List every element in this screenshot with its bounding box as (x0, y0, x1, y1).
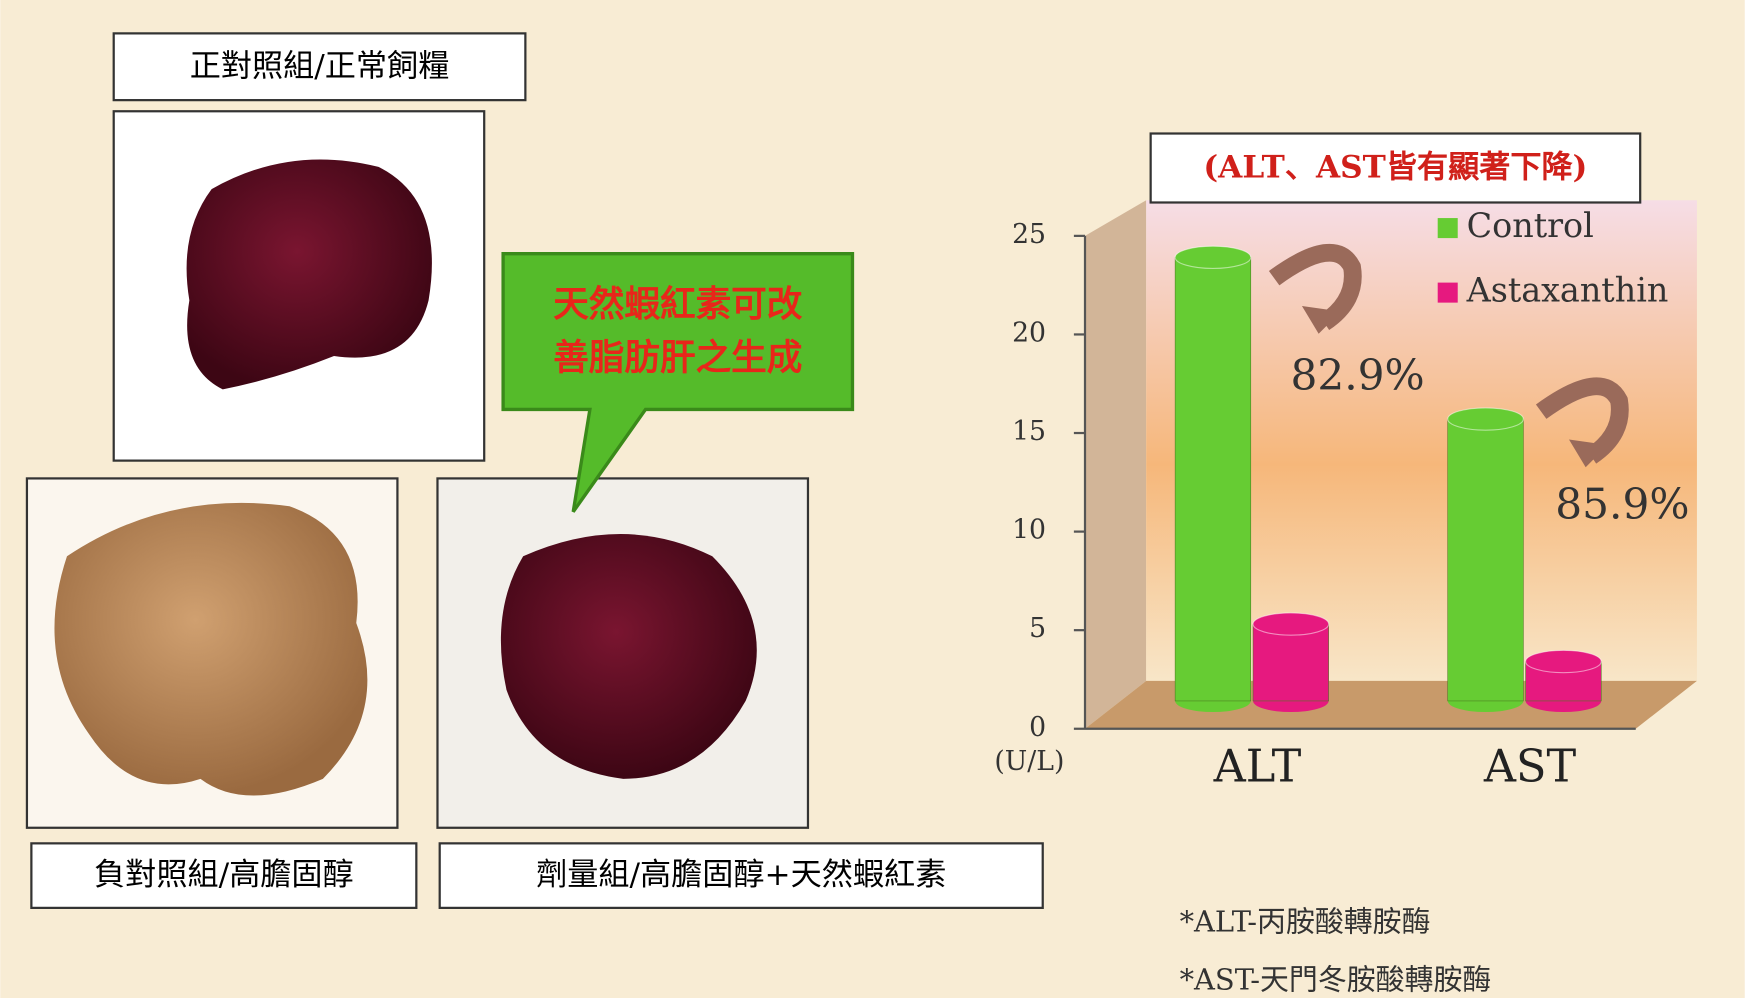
x-tick-label: AST (1483, 741, 1577, 792)
arrow (1268, 243, 1362, 331)
label-box (30, 842, 418, 909)
label-box (438, 842, 1044, 909)
y-tick-label: 25 (1012, 219, 1046, 250)
label: 正對照組/正常飼糧 (190, 48, 450, 84)
callout-text: 善脂肪肝之生成 (553, 337, 802, 378)
y-tick-label: 0 (1029, 712, 1046, 743)
liver (186, 159, 432, 390)
arrow-head (1568, 439, 1608, 468)
x-tick-label: ALT (1213, 741, 1302, 792)
y-axis-label: (U/L) (994, 746, 1064, 777)
arrow-head (1301, 305, 1341, 334)
bar-top (1447, 407, 1524, 431)
title-box (1149, 132, 1642, 204)
bar (1174, 257, 1252, 702)
label: 負對照組/高膽固醇 (94, 857, 354, 893)
bar-top (1252, 612, 1330, 636)
arrow (1535, 377, 1629, 464)
bar (1447, 418, 1524, 702)
callout-text: 天然蝦紅素可改 (553, 284, 803, 325)
footnote: *ALT-丙胺酸轉胺酶 (1180, 904, 1431, 938)
legend-swatch (1437, 218, 1458, 239)
annotation: 82.9% (1290, 350, 1424, 399)
y-tick-label: 20 (1012, 317, 1046, 348)
chart-title: (ALT、AST皆有顯著下降) (1203, 150, 1587, 186)
side-wall (1085, 200, 1147, 729)
liver (500, 534, 757, 779)
annotation: 85.9% (1555, 479, 1689, 528)
legend-swatch (1437, 282, 1458, 303)
footnote: *AST-天門冬胺酸轉胺酶 (1180, 962, 1492, 996)
y-tick-label: 10 (1012, 515, 1046, 546)
bar-top (1525, 649, 1602, 674)
y-tick-label: 15 (1012, 416, 1046, 447)
callout (501, 252, 855, 513)
legend-label: Astaxanthin (1466, 271, 1669, 310)
label: 劑量組/高膽固醇+天然蝦紅素 (536, 857, 946, 893)
label-box (112, 32, 527, 102)
legend-label: Control (1467, 206, 1594, 245)
liver (54, 502, 368, 796)
bar-top (1174, 245, 1252, 270)
bar (1252, 623, 1329, 702)
y-tick-label: 5 (1029, 613, 1046, 644)
